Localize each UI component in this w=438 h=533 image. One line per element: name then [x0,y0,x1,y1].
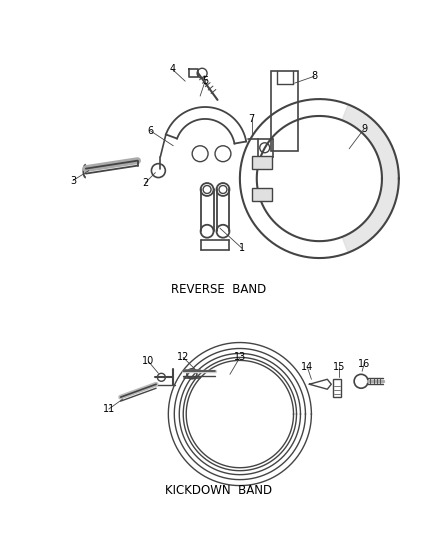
Bar [252,188,272,201]
Text: 15: 15 [333,362,346,373]
Text: 8: 8 [311,71,318,81]
Bar [333,379,341,397]
Text: 14: 14 [301,362,314,373]
Text: REVERSE  BAND: REVERSE BAND [171,284,267,296]
Text: 10: 10 [142,357,155,366]
Text: 7: 7 [249,114,255,124]
Text: 2: 2 [142,177,148,188]
Text: 9: 9 [361,124,367,134]
Bar [271,71,298,151]
Text: 4: 4 [169,64,175,74]
Text: KICKDOWN  BAND: KICKDOWN BAND [166,484,272,497]
Polygon shape [342,104,399,253]
Text: 13: 13 [234,352,246,362]
Text: 12: 12 [177,352,189,362]
Text: 3: 3 [70,175,76,185]
Text: 11: 11 [102,404,115,414]
Text: 1: 1 [239,243,245,253]
Text: 16: 16 [358,359,370,369]
Text: 6: 6 [147,126,153,136]
Bar [252,156,272,169]
Text: 5: 5 [202,76,208,86]
